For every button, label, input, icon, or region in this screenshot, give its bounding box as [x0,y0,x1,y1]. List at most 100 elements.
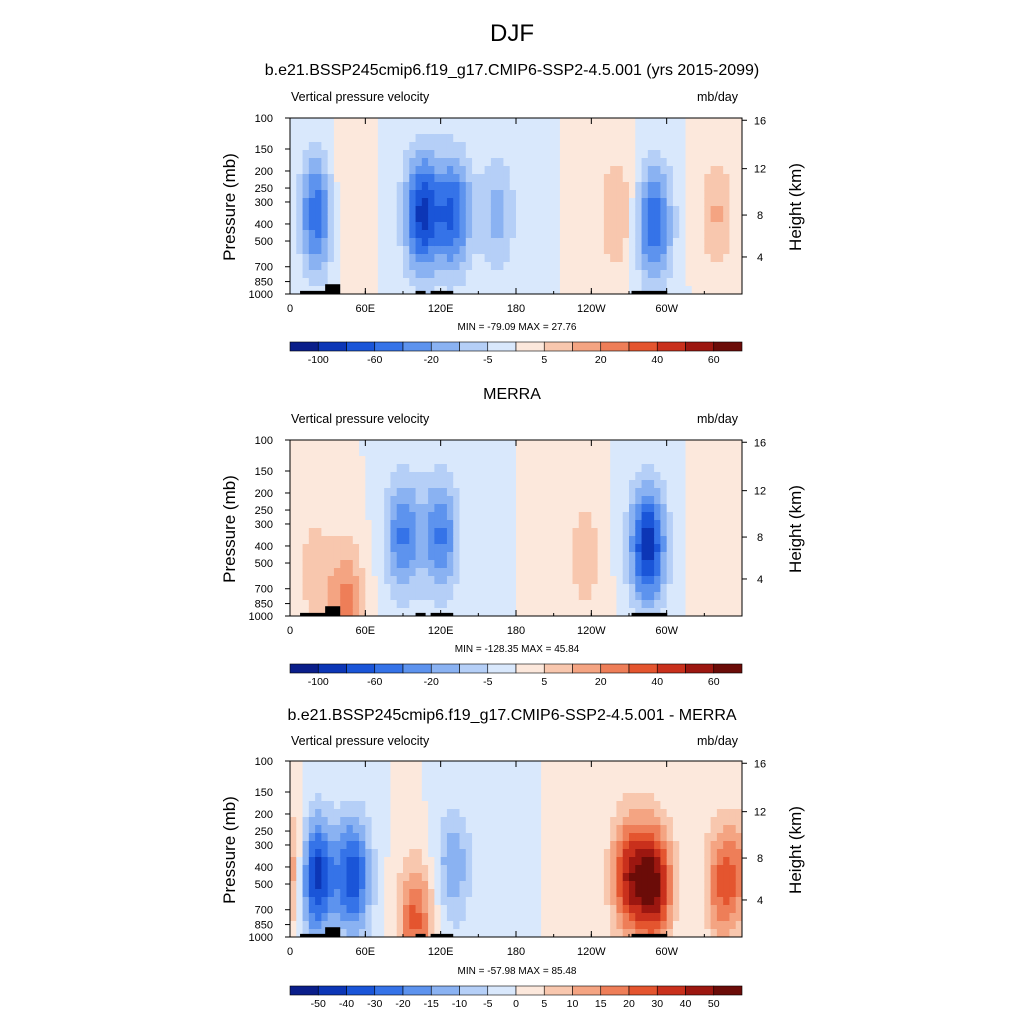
field-cell [421,865,429,874]
field-cell [723,576,730,585]
field-cell [440,504,448,513]
field-cell [610,238,617,247]
field-cell [616,270,624,279]
field-cell [509,262,517,271]
field-cell [465,857,473,866]
field-cell [503,536,511,545]
field-cell [465,222,473,231]
field-cell [610,158,617,167]
field-cell [534,777,542,786]
field-cell [409,929,417,938]
field-cell [679,520,686,529]
field-cell [478,134,486,143]
field-cell [547,809,555,818]
field-cell [428,576,435,585]
field-cell [685,576,693,585]
field-cell [635,793,643,802]
field-cell [591,897,599,906]
field-cell [503,913,511,922]
field-cell [710,254,718,263]
field-cell [685,222,693,231]
field-cell [390,182,398,191]
field-cell [384,480,391,489]
field-cell [503,480,511,489]
field-cell [654,809,661,818]
field-cell [465,488,473,497]
field-cell [428,897,435,906]
field-cell [403,777,410,786]
field-cell [484,166,492,175]
field-cell [629,608,636,617]
field-cell [516,190,523,199]
field-cell [654,472,661,481]
field-cell [629,520,636,529]
field-cell [465,262,473,271]
field-cell [522,286,530,295]
field-cell [641,440,649,449]
field-cell [553,254,561,263]
field-cell [327,118,335,127]
field-cell [497,142,504,151]
field-cell [365,222,373,231]
field-cell [541,576,548,585]
field-cell [415,456,423,465]
field-cell [522,817,530,826]
field-cell [585,584,592,593]
field-cell [396,254,404,263]
field-cell [421,592,429,601]
field-cell [321,817,329,826]
field-cell [352,214,360,223]
field-cell [735,592,743,601]
field-cell [490,785,498,794]
field-cell [672,464,680,473]
field-cell [541,608,548,617]
field-cell [340,206,347,215]
field-cell [434,512,442,521]
field-cell [377,761,385,770]
field-cell [547,793,555,802]
field-cell [522,544,530,553]
field-cell [716,174,724,183]
field-cell [346,560,354,569]
field-cell [585,238,592,247]
field-cell [666,472,674,481]
field-cell [541,456,548,465]
field-cell [453,254,460,263]
field-cell [597,166,605,175]
field-cell [647,793,655,802]
field-cell [685,785,693,794]
field-cell [333,801,341,810]
field-cell [359,592,366,601]
field-cell [597,174,605,183]
field-cell [679,166,686,175]
field-cell [534,488,542,497]
field-cell [534,592,542,601]
field-cell [729,905,737,914]
field-cell [497,552,504,561]
field-cell [315,777,322,786]
field-cell [679,190,686,199]
field-cell [516,214,523,223]
field-cell [484,480,492,489]
field-cell [679,769,686,778]
field-cell [497,584,504,593]
field-cell [666,608,674,617]
field-cell [446,166,454,175]
field-cell [352,118,360,127]
field-cell [647,528,655,537]
field-cell [346,448,354,457]
field-cell [403,857,410,866]
field-cell [509,254,517,263]
field-cell [566,809,573,818]
field-cell [698,865,705,874]
field-cell [641,833,649,842]
field-cell [666,174,674,183]
field-cell [421,488,429,497]
field-cell [685,600,693,609]
field-cell [377,270,385,279]
field-cell [654,873,661,882]
field-cell [321,198,329,207]
field-cell [453,849,460,858]
field-cell [547,118,555,127]
field-cell [302,472,310,481]
